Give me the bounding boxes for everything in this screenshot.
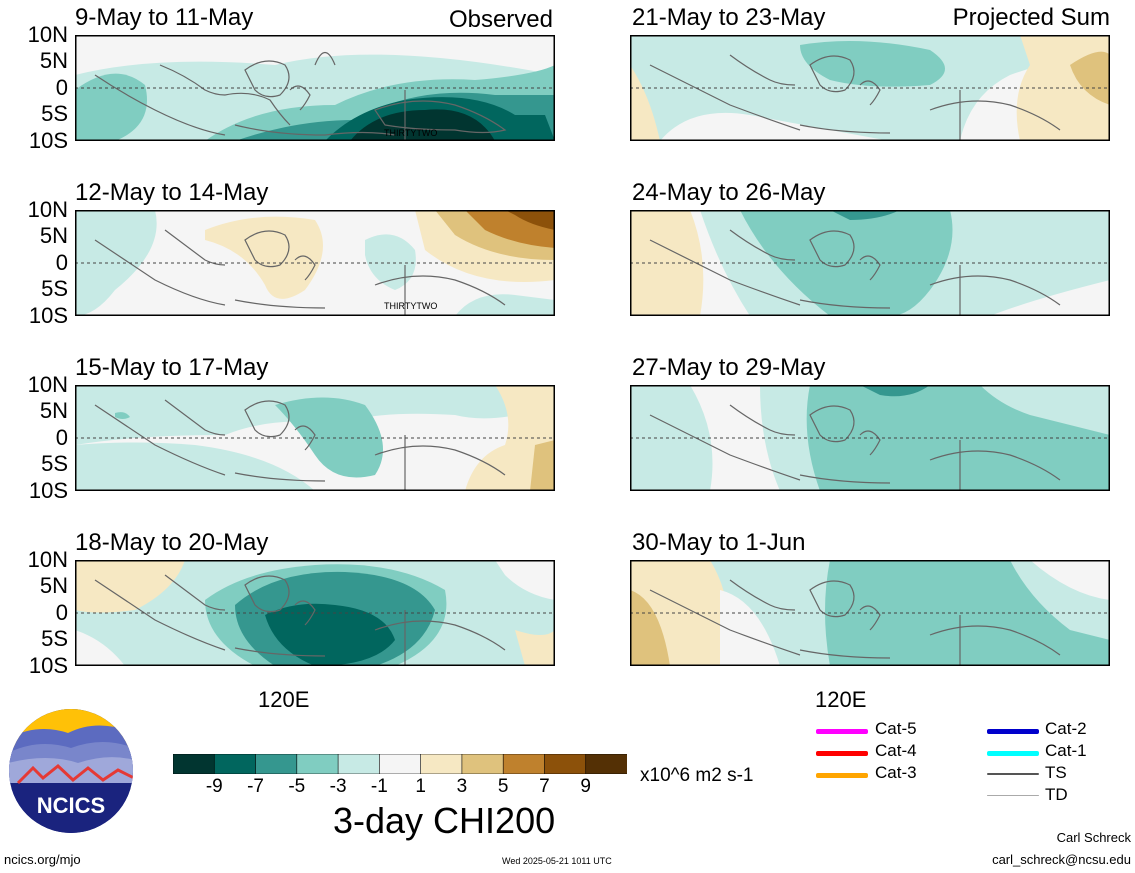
colorbar-swatch (337, 754, 381, 774)
latitude-label: 5N (39, 48, 68, 73)
map-panel (630, 35, 1110, 141)
latitude-label: 5S (41, 626, 68, 651)
colorbar-units: x10^6 m2 s-1 (640, 765, 754, 786)
legend-label: Cat-5 (875, 719, 917, 738)
map-panel (75, 210, 555, 316)
latitude-label: 10N (27, 547, 68, 572)
colorbar-tick-label: 5 (497, 776, 509, 797)
latitude-label: 10S (28, 303, 68, 328)
latitude-label: 10N (27, 22, 68, 47)
map-panel (630, 560, 1110, 666)
latitude-label: 10N (27, 197, 68, 222)
legend-label: Cat-1 (1045, 741, 1087, 760)
panel-title: 18-May to 20-May (75, 529, 269, 556)
colorbar (173, 754, 627, 774)
colorbar-swatch (296, 754, 339, 774)
map-panel (75, 560, 555, 666)
colorbar-swatch (213, 754, 257, 774)
panel-title: 21-May to 23-May (632, 4, 826, 31)
map-panel (630, 385, 1110, 491)
latitude-label: 0 (55, 75, 68, 100)
colorbar-tick-label: 7 (539, 776, 550, 797)
latitude-label: 10S (28, 478, 68, 503)
colorbar-tick-label: -3 (329, 776, 347, 797)
panel-tag: Projected Sum (952, 4, 1110, 31)
colorbar-tick-label: -1 (370, 776, 388, 797)
map-panel (75, 385, 555, 491)
storm-label: THIRTYTWO (384, 128, 438, 138)
legend-line (816, 751, 868, 756)
panel-title: 24-May to 26-May (632, 179, 826, 206)
longitude-label: 120E (258, 687, 310, 712)
latitude-label: 5N (39, 573, 68, 598)
footer-timestamp: Wed 2025-05-21 1011 UTC (502, 856, 612, 866)
colorbar-swatch (255, 754, 298, 774)
legend-label: Cat-3 (875, 763, 917, 782)
storm-label: THIRTYTWO (384, 301, 438, 311)
legend-line (816, 729, 868, 734)
latitude-label: 5N (39, 398, 68, 423)
footer-url: ncics.org/mjo (4, 852, 81, 867)
colorbar-swatch (173, 754, 216, 774)
colorbar-swatch (461, 754, 504, 774)
latitude-label: 0 (55, 600, 68, 625)
legend-label: Cat-2 (1045, 719, 1087, 738)
colorbar-title: 3-day CHI200 (333, 800, 556, 841)
colorbar-tick-label: 3 (456, 776, 468, 797)
legend-label: TD (1045, 785, 1068, 804)
panel-tag: Observed (448, 6, 553, 33)
longitude-label: 120E (815, 687, 867, 712)
ncics-logo: NCICS (9, 709, 133, 833)
footer-author: Carl Schreck (1056, 830, 1131, 845)
legend-line (987, 795, 1039, 796)
colorbar-swatch (585, 754, 627, 774)
colorbar-swatch (544, 754, 587, 774)
colorbar-swatch (379, 754, 422, 774)
panel-title: 30-May to 1-Jun (632, 529, 806, 556)
legend-label: Cat-4 (875, 741, 917, 760)
panel-title: 27-May to 29-May (632, 354, 826, 381)
legend-label: TS (1045, 763, 1067, 782)
footer-email: carl_schreck@ncsu.edu (992, 852, 1131, 867)
colorbar-tick-label: 9 (580, 776, 592, 797)
colorbar-tick-label: -7 (247, 776, 264, 797)
colorbar-swatch (502, 754, 546, 774)
legend-line (987, 773, 1039, 775)
panel-title: 9-May to 11-May (75, 4, 254, 31)
latitude-label: 5S (41, 451, 68, 476)
latitude-label: 5N (39, 223, 68, 248)
latitude-label: 5S (41, 276, 68, 301)
legend-line (816, 773, 868, 778)
latitude-label: 10N (27, 372, 68, 397)
legend-line (987, 729, 1039, 734)
latitude-label: 10S (28, 128, 68, 153)
map-panel (630, 210, 1110, 316)
logo-text: NCICS (37, 793, 105, 818)
latitude-label: 10S (28, 653, 68, 678)
latitude-label: 0 (55, 250, 68, 275)
panel-title: 15-May to 17-May (75, 354, 269, 381)
colorbar-tick-label: -9 (205, 776, 223, 797)
panel-title: 12-May to 14-May (75, 179, 269, 206)
legend-line (987, 751, 1039, 756)
colorbar-swatch (420, 754, 463, 774)
colorbar-tick-label: -5 (288, 776, 306, 797)
map-panel (75, 35, 555, 141)
colorbar-tick-label: 1 (415, 776, 426, 797)
latitude-label: 0 (55, 425, 68, 450)
latitude-label: 5S (41, 101, 68, 126)
